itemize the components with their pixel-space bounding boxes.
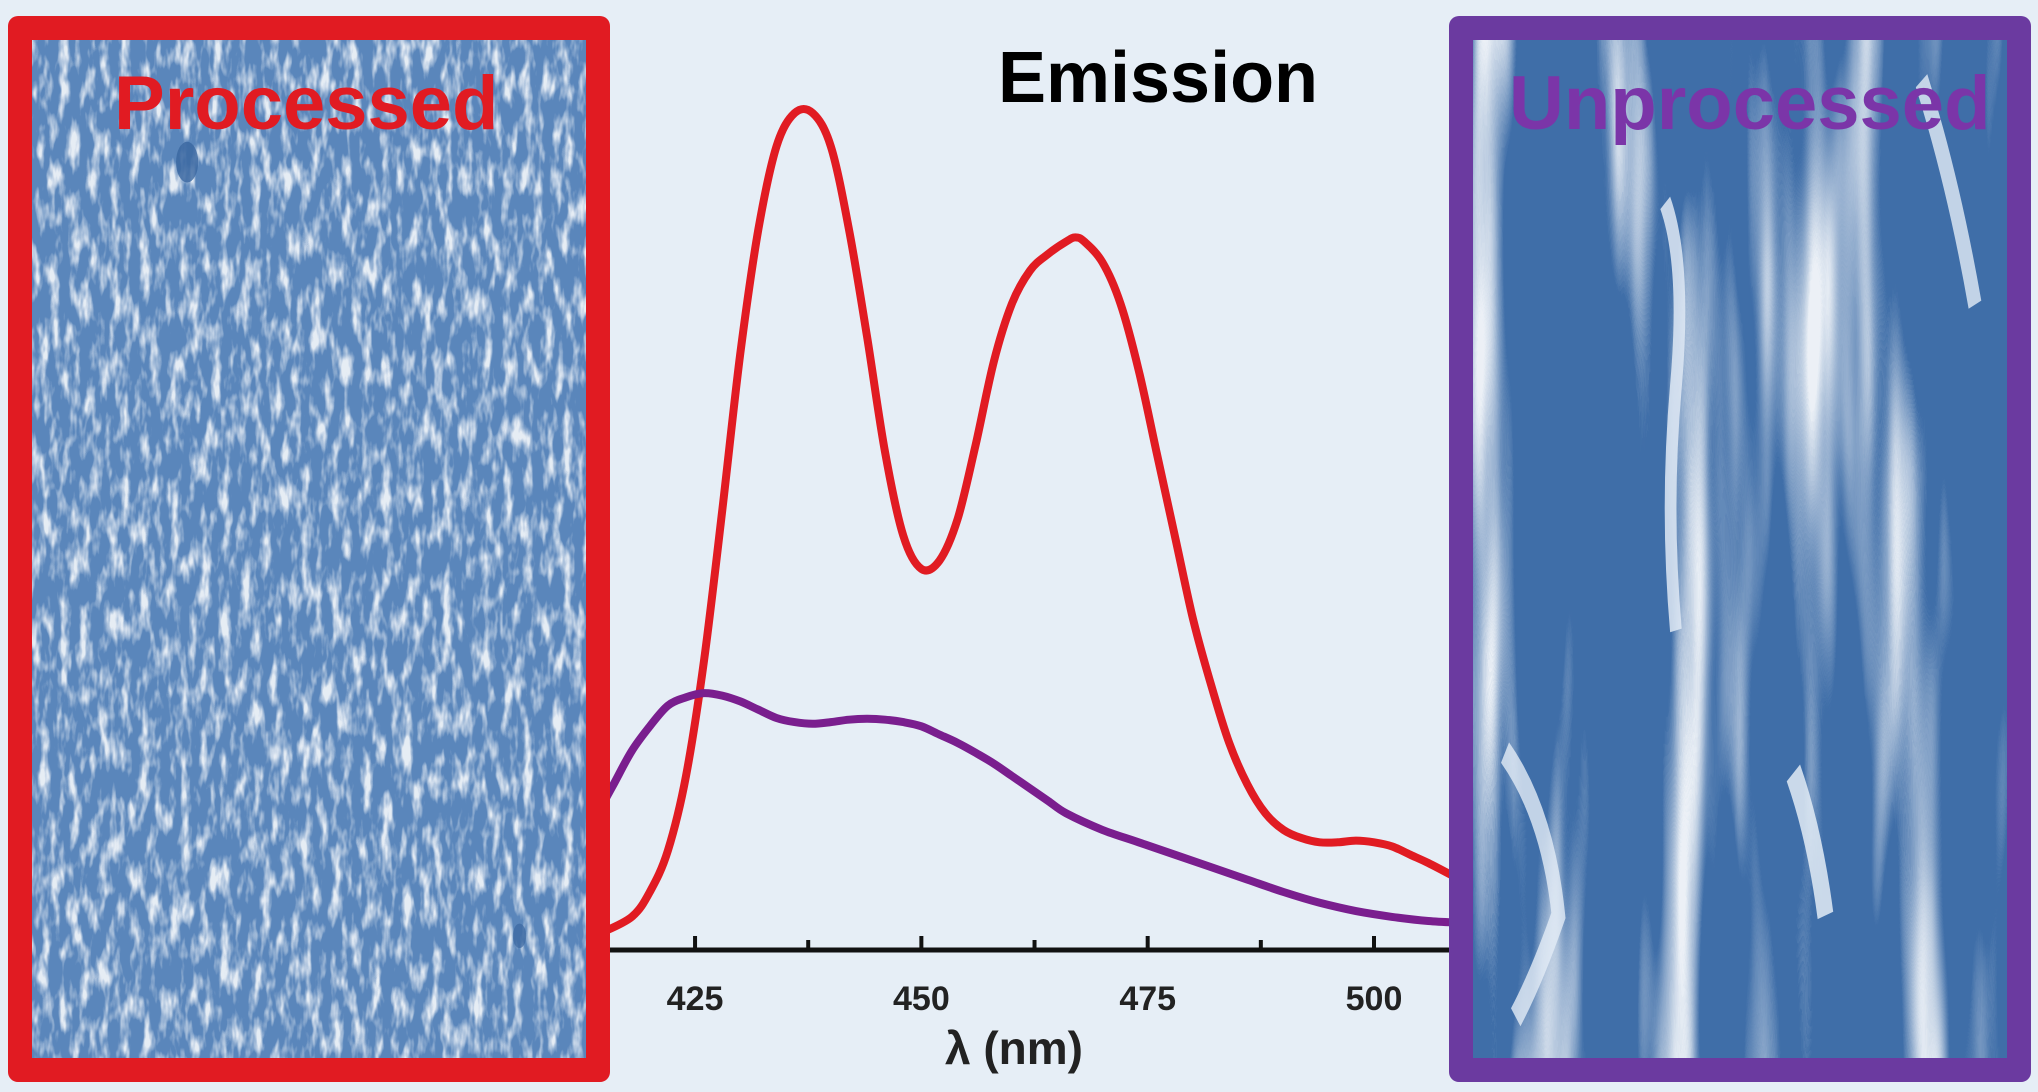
series-line-2 xyxy=(596,689,1464,927)
series-line-1 xyxy=(596,105,1464,938)
unprocessed-image-panel: Unprocessed xyxy=(1449,16,2031,1082)
processed-image-panel: Processed xyxy=(8,16,610,1082)
x-tick-label-500: 500 xyxy=(1346,980,1403,1018)
unprocessed-texture-image xyxy=(1473,40,2007,1058)
x-axis-ticks: 425 450 475 500 xyxy=(667,936,1403,1018)
unprocessed-label: Unprocessed xyxy=(1509,61,1991,146)
x-tick-label-475: 475 xyxy=(1119,980,1176,1018)
x-axis-label: λ (nm) xyxy=(945,1022,1083,1074)
chart-title: Emission xyxy=(998,38,1318,118)
series-layer xyxy=(596,105,1464,938)
x-tick-label-425: 425 xyxy=(667,980,724,1018)
processed-label: Processed xyxy=(114,61,499,146)
x-tick-label-450: 450 xyxy=(893,980,950,1018)
processed-texture-image xyxy=(32,40,586,1058)
